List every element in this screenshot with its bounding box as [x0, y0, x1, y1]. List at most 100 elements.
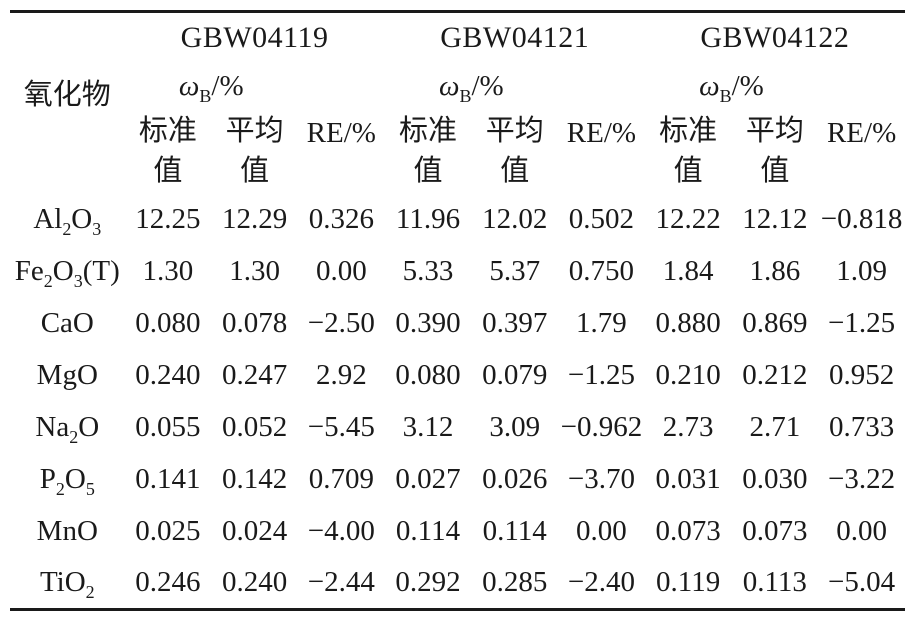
omega-b-label-1: ωB/%	[125, 64, 298, 109]
material-header-gbw04119: GBW04119	[180, 21, 329, 55]
average-label-line1: 平均	[485, 114, 544, 147]
table-row-fe2o3: Fe2O3(T) 1.30 1.30 0.00 5.33 5.37 0.750 …	[10, 246, 905, 298]
value-cell: 0.119	[656, 566, 721, 599]
standard-value-header-2: 标准值	[385, 109, 472, 194]
value-cell: 3.12	[402, 411, 454, 443]
value-cell: 0.073	[742, 515, 808, 547]
value-cell: 0.210	[655, 359, 721, 391]
header-row-sub: 标准值 平均值 RE/% 标准值 平均值 RE/% 标准值 平均值 RE/%	[10, 109, 905, 194]
value-cell: 1.84	[662, 255, 714, 287]
re-header-3: RE/%	[826, 116, 897, 149]
table-row-mno: MnO 0.025 0.024 −4.00 0.114 0.114 0.00 0…	[10, 506, 905, 558]
value-cell: 1.79	[576, 307, 627, 339]
value-cell: 0.026	[482, 463, 548, 495]
omega-b-label-2: ωB/%	[385, 64, 558, 109]
oxide-formula: Al2O3	[33, 203, 102, 239]
oxide-formula: MnO	[36, 515, 98, 547]
value-cell: 0.030	[742, 463, 808, 495]
average-label-line2: 值	[760, 154, 790, 187]
omega-unit: /%	[731, 69, 764, 102]
average-label-line1: 平均	[225, 114, 284, 147]
value-cell: 1.86	[749, 255, 801, 287]
value-cell: 12.12	[742, 203, 808, 235]
value-cell: 0.055	[135, 411, 201, 443]
value-cell: 3.09	[489, 411, 541, 443]
re-header-2: RE/%	[566, 116, 637, 149]
value-cell: 1.09	[836, 255, 887, 287]
value-cell: −2.44	[307, 566, 375, 599]
value-cell: 0.952	[828, 359, 895, 391]
average-label-line2: 值	[240, 154, 270, 187]
value-cell: 0.326	[308, 203, 374, 235]
omega-subscript: B	[719, 85, 732, 106]
standard-value-header-3: 标准值	[645, 109, 732, 194]
value-cell: 0.141	[135, 463, 201, 495]
standard-label-line2: 值	[673, 154, 703, 187]
value-cell: 0.709	[308, 463, 374, 495]
empty-corner-cell	[10, 12, 125, 64]
value-cell: 0.285	[482, 566, 548, 599]
value-cell: 0.079	[482, 359, 548, 391]
omega-subscript: B	[199, 85, 212, 106]
average-label-line1: 平均	[745, 114, 804, 147]
value-cell: 0.113	[742, 566, 807, 599]
value-cell: 0.114	[482, 515, 547, 547]
omega-b-label-3: ωB/%	[645, 64, 818, 109]
table-row-p2o5: P2O5 0.141 0.142 0.709 0.027 0.026 −3.70…	[10, 454, 905, 506]
average-value-header-2: 平均值	[471, 109, 558, 194]
value-cell: 0.212	[742, 359, 808, 391]
value-cell: 0.869	[742, 307, 808, 339]
omega-symbol: ω	[439, 69, 460, 102]
value-cell: 0.080	[135, 307, 201, 339]
value-cell: −2.40	[567, 566, 635, 599]
value-cell: −3.22	[828, 463, 896, 495]
value-cell: −2.50	[307, 307, 375, 339]
value-cell: 12.22	[655, 203, 721, 235]
value-cell: 2.92	[315, 359, 367, 391]
oxide-formula: TiO2	[39, 566, 95, 603]
average-value-header-1: 平均值	[211, 109, 298, 194]
standard-label-line2: 值	[153, 154, 183, 187]
value-cell: 0.027	[395, 463, 461, 495]
material-header-gbw04121: GBW04121	[440, 21, 590, 55]
value-cell: 0.390	[395, 307, 461, 339]
value-cell: −1.25	[567, 359, 635, 391]
value-cell: 0.025	[135, 515, 201, 547]
value-cell: 0.240	[135, 359, 201, 391]
value-cell: 0.114	[395, 515, 461, 547]
value-cell: 0.733	[828, 411, 895, 443]
omega-unit: /%	[471, 69, 504, 102]
value-cell: 0.246	[135, 566, 201, 599]
value-cell: 0.247	[221, 359, 288, 391]
value-cell: −0.818	[820, 203, 903, 235]
value-cell: −3.70	[567, 463, 635, 495]
value-cell: 0.080	[395, 359, 461, 391]
oxide-formula: CaO	[40, 307, 94, 339]
value-cell: 0.00	[315, 255, 367, 287]
value-cell: 5.33	[402, 255, 454, 287]
average-label-line2: 值	[500, 154, 530, 187]
value-cell: 0.078	[221, 307, 288, 339]
value-cell: −4.00	[307, 515, 375, 547]
value-cell: 12.29	[221, 203, 288, 235]
value-cell: 1.30	[229, 255, 280, 287]
oxide-column-header: 氧化物	[23, 78, 111, 111]
value-cell: 12.02	[482, 203, 548, 235]
standard-value-header-1: 标准值	[125, 109, 212, 194]
value-cell: 0.397	[482, 307, 548, 339]
omega-unit: /%	[211, 69, 244, 102]
omega-symbol: ω	[178, 69, 200, 102]
value-cell: 11.96	[395, 203, 461, 235]
average-value-header-3: 平均值	[731, 109, 818, 194]
standard-label-line1: 标准	[399, 114, 458, 147]
oxide-formula: P2O5	[39, 463, 95, 499]
value-cell: 0.031	[655, 463, 721, 495]
oxide-formula: Na2O	[35, 411, 100, 447]
value-cell: 5.37	[489, 255, 541, 287]
value-cell: 12.25	[135, 203, 201, 235]
oxide-formula: Fe2O3(T)	[14, 255, 120, 291]
value-cell: 0.024	[221, 515, 288, 547]
header-row-materials: GBW04119 GBW04121 GBW04122	[10, 12, 905, 64]
reference-materials-table: GBW04119 GBW04121 GBW04122 氧化物 ωB/% ωB/%…	[10, 10, 905, 611]
